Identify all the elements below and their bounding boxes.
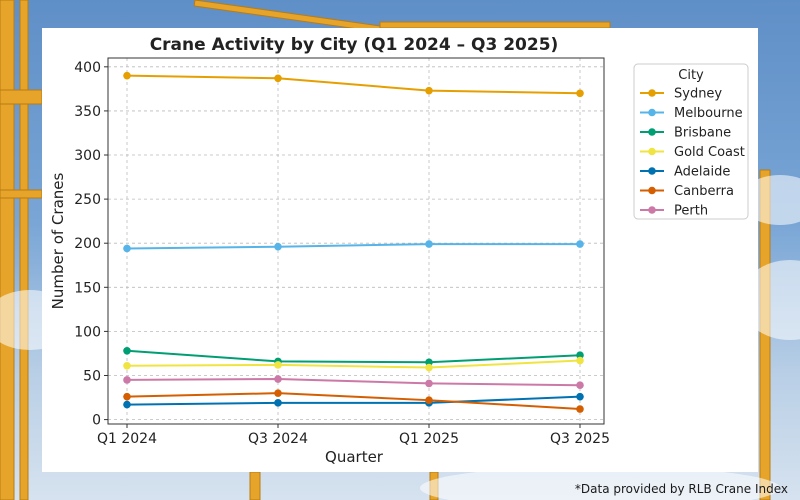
legend-swatch-marker xyxy=(648,167,656,175)
legend-swatch-marker xyxy=(648,108,656,117)
legend-swatch-marker xyxy=(648,186,656,195)
data-point-gold-coast[interactable] xyxy=(425,363,433,372)
x-tick-label: Q1 2024 xyxy=(97,431,157,447)
data-point-canberra[interactable] xyxy=(274,389,282,397)
series-line-canberra xyxy=(126,392,581,411)
plot-frame xyxy=(107,57,605,425)
data-point-perth[interactable] xyxy=(274,375,282,383)
crane-mast-bottom xyxy=(249,471,261,500)
data-point-adelaide[interactable] xyxy=(123,400,131,409)
data-point-canberra[interactable] xyxy=(123,392,131,401)
data-point-sydney[interactable] xyxy=(274,74,282,83)
legend-swatch-marker xyxy=(648,206,656,214)
legend-label: Brisbane xyxy=(674,126,731,141)
crane-brace-left xyxy=(0,189,43,199)
series-layer xyxy=(123,71,584,413)
data-point-melbourne[interactable] xyxy=(576,240,584,248)
y-tick-label: 0 xyxy=(92,413,101,429)
y-tick-label: 150 xyxy=(74,280,101,296)
chart-title: Crane Activity by City (Q1 2024 – Q3 202… xyxy=(150,35,559,55)
series-sydney xyxy=(123,71,584,98)
y-tick-label: 350 xyxy=(74,104,101,120)
legend-box xyxy=(633,63,749,220)
data-point-brisbane[interactable] xyxy=(576,351,584,360)
series-canberra xyxy=(123,389,584,413)
y-tick-label: 300 xyxy=(74,148,101,164)
data-point-perth[interactable] xyxy=(425,379,433,388)
series-line-melbourne xyxy=(126,243,580,250)
x-tick-label: Q3 2025 xyxy=(550,431,610,447)
legend-label: Adelaide xyxy=(674,165,730,180)
data-point-brisbane[interactable] xyxy=(123,347,131,355)
data-point-sydney[interactable] xyxy=(425,86,433,95)
data-point-canberra[interactable] xyxy=(576,405,584,413)
axes: 0 50 100 150 200 250 300 350 400 Q1 2024 Q3 2024 Q1… xyxy=(74,57,610,447)
data-point-gold-coast[interactable] xyxy=(274,361,282,369)
legend-label: Melbourne xyxy=(674,106,743,121)
series-line-adelaide xyxy=(126,395,581,406)
series-melbourne xyxy=(123,240,584,253)
series-line-perth xyxy=(126,378,581,387)
data-point-perth[interactable] xyxy=(576,381,584,389)
series-gold-coast xyxy=(123,356,584,372)
y-tick-label: 400 xyxy=(74,60,101,76)
y-tick-label: 50 xyxy=(83,368,101,384)
data-point-sydney[interactable] xyxy=(576,89,584,98)
y-tick-label: 100 xyxy=(74,324,101,340)
data-point-perth[interactable] xyxy=(123,376,131,384)
legend-label: Gold Coast xyxy=(674,145,745,160)
legend-item-brisbane[interactable]: Brisbane xyxy=(640,126,731,141)
data-credit: *Data provided by RLB Crane Index xyxy=(574,482,788,496)
legend-swatch-marker xyxy=(648,147,656,156)
data-point-melbourne[interactable] xyxy=(123,244,131,253)
chart-card: Crane Activity by City (Q1 2024 – Q3 202… xyxy=(42,28,788,496)
data-point-adelaide[interactable] xyxy=(274,399,282,407)
series-line-gold-coast xyxy=(126,359,581,369)
x-tick-label: Q1 2025 xyxy=(399,431,459,447)
grid xyxy=(108,58,604,424)
x-tick-label: Q3 2024 xyxy=(248,431,308,447)
legend-swatch-marker xyxy=(648,89,656,97)
line-chart: Crane Activity by City (Q1 2024 – Q3 202… xyxy=(49,35,749,466)
y-tick-label: 250 xyxy=(74,192,101,208)
data-point-brisbane[interactable] xyxy=(425,358,433,367)
y-tick-label: 200 xyxy=(74,236,101,252)
series-perth xyxy=(123,375,584,389)
data-point-gold-coast[interactable] xyxy=(576,356,584,365)
crane-mast-left-inner xyxy=(19,0,29,500)
crane-jib-left xyxy=(0,89,43,105)
series-line-sydney xyxy=(126,74,581,95)
legend-item-adelaide[interactable]: Adelaide xyxy=(640,165,730,180)
data-point-sydney[interactable] xyxy=(123,71,131,80)
y-axis-label: Number of Cranes xyxy=(49,173,67,310)
legend-item-melbourne[interactable]: Melbourne xyxy=(640,106,743,121)
data-point-melbourne[interactable] xyxy=(274,242,282,251)
legend-label: Canberra xyxy=(674,184,734,199)
legend-item-canberra[interactable]: Canberra xyxy=(640,184,734,199)
x-axis-label: Quarter xyxy=(325,448,384,466)
legend-label: Sydney xyxy=(674,87,722,102)
data-point-gold-coast[interactable] xyxy=(123,361,131,370)
legend-swatch-marker xyxy=(648,128,656,136)
data-point-canberra[interactable] xyxy=(425,396,433,404)
cloud xyxy=(420,466,780,500)
legend-item-gold-coast[interactable]: Gold Coast xyxy=(640,145,745,160)
legend[interactable]: City Sydney Melbourne Brisbane Gold Coast Ad… xyxy=(633,63,749,220)
data-point-melbourne[interactable] xyxy=(425,240,433,248)
legend-label: Perth xyxy=(674,204,708,219)
series-line-brisbane xyxy=(126,349,581,364)
legend-item-perth[interactable]: Perth xyxy=(640,204,708,219)
data-point-adelaide[interactable] xyxy=(576,392,584,401)
legend-item-sydney[interactable]: Sydney xyxy=(640,87,722,102)
crane-mast-left xyxy=(0,0,15,500)
legend-title: City xyxy=(678,68,704,83)
